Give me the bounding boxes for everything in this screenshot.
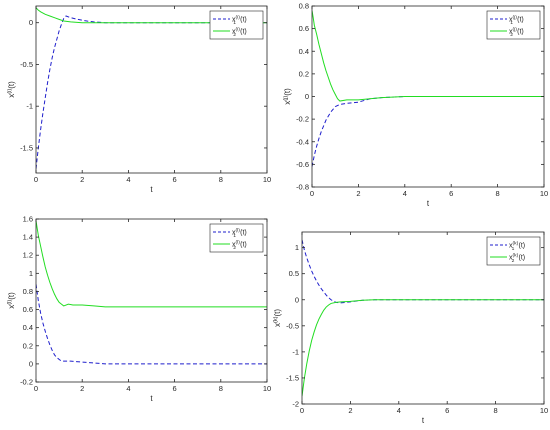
x-tick-label: 4	[403, 189, 407, 198]
legend: x(l) 1 (t)x(l) 2 (t)	[209, 223, 264, 253]
y-tick-label: 1	[29, 269, 33, 278]
y-tick-label: -0.4	[296, 137, 309, 146]
x-axis-label: t	[422, 416, 425, 425]
plot-frame	[35, 218, 268, 383]
series-line-x1	[36, 284, 267, 365]
series-line-x2	[36, 7, 267, 24]
x-tick-label: 0	[310, 189, 314, 198]
x-tick-label: 4	[126, 175, 130, 184]
y-tick-label: -0.6	[296, 160, 309, 169]
y-tick-label: 0.8	[23, 287, 33, 296]
x-tick-label: 6	[173, 384, 177, 393]
x-tick-label: 10	[540, 189, 548, 198]
y-tick-label: 0.6	[299, 24, 309, 33]
y-tick-label: 0.4	[23, 323, 33, 332]
x-tick-label: 2	[348, 406, 352, 415]
y-tick-label: 1	[295, 243, 299, 252]
series-line-x1	[36, 15, 267, 169]
x-axis-label: t	[150, 394, 153, 403]
legend-label-x2: x(i) 2 (t)	[232, 27, 247, 38]
x-tick-label: 8	[219, 384, 223, 393]
y-tick-label: -0.2	[20, 378, 33, 387]
y-tick-label: 0.2	[23, 341, 33, 350]
series-line-x2	[36, 220, 267, 308]
legend-box	[209, 223, 264, 253]
x-tick-label: 8	[496, 189, 500, 198]
x-axis-label: t	[427, 199, 430, 208]
x-tick-label: 6	[173, 175, 177, 184]
y-tick-label: 0	[29, 18, 33, 27]
y-tick-label: 0.2	[299, 69, 309, 78]
y-tick-label: -1	[26, 102, 33, 111]
y-tick-label: -0.5	[20, 60, 33, 69]
y-tick-label: 1.4	[23, 233, 33, 242]
legend: x(k) 1 (t)x(k) 2 (t)	[486, 236, 541, 266]
series-line-x2	[312, 10, 544, 102]
x-tick-label: 0	[34, 384, 38, 393]
x-tick-label: 6	[445, 406, 449, 415]
x-tick-label: 4	[397, 406, 401, 415]
y-tick-label: -0.5	[286, 321, 299, 330]
x-tick-label: 6	[449, 189, 453, 198]
legend-label-x1: x(i) 1 (t)	[232, 15, 247, 26]
x-tick-label: 2	[356, 189, 360, 198]
legend: x(i) 1 (t)x(i) 2 (t)	[209, 10, 264, 40]
series-line-x1	[312, 96, 544, 167]
legend-box	[486, 236, 541, 266]
y-tick-label: -1.5	[286, 373, 299, 382]
chart-panel-4: 0 2 4 6 8 10 -2 -1.5 -1 -0.5 0 0.5 1 t x(k)(t) x(k) 1 (t)…	[273, 231, 548, 425]
y-tick-label: 0.5	[289, 269, 299, 278]
y-tick-label: 0	[295, 295, 299, 304]
y-axis-label: x(l)(t)	[7, 292, 16, 309]
y-tick-label: 0.8	[299, 2, 309, 11]
x-tick-label: 10	[263, 384, 271, 393]
legend-box	[486, 10, 541, 40]
legend-label-x1: x(l) 1 (t)	[232, 228, 247, 239]
y-tick-label: -1	[292, 347, 299, 356]
plot-frame	[301, 231, 545, 405]
chart-panel-3: 0 2 4 6 8 10-0.200.20.40.60.811.21.41.6tx(l)(…	[7, 215, 271, 404]
y-tick-label: -2	[292, 400, 299, 409]
chart-panel-2: 0 2 4 6 8 10 -0.8 -0.6 -0.4 -0.2 0 0.2 0.4 0.6 0.8 t x(j…	[283, 2, 548, 209]
x-tick-label: 8	[494, 406, 498, 415]
y-tick-label: -1.5	[20, 143, 33, 152]
legend-box	[209, 10, 264, 40]
legend-label-x2: x(k) 2 (t)	[509, 253, 525, 264]
x-axis-label: t	[150, 185, 153, 194]
x-tick-label: 8	[219, 175, 223, 184]
legend-label-x2: x(l) 2 (t)	[232, 240, 247, 251]
y-axis-label: x(j)(t)	[283, 88, 292, 105]
x-tick-label: 2	[80, 175, 84, 184]
x-tick-label: 0	[300, 406, 304, 415]
x-tick-label: 10	[263, 175, 271, 184]
series-line-x2	[302, 299, 544, 397]
legend-label-x2: x(j) 2 (t)	[509, 27, 524, 38]
x-tick-label: 10	[540, 406, 548, 415]
y-axis-label: x(i)(t)	[7, 81, 16, 98]
y-tick-label: 0.6	[23, 305, 33, 314]
y-tick-label: 0	[29, 359, 33, 368]
legend: x(j) 1 (t)x(j) 2 (t)	[486, 10, 541, 40]
chart-panel-1: 0 2 4 6 8 10 -1.5 -1 -0.5 0 t x(i)(t) x(i) 1 (t)x(i) 2(…	[7, 5, 271, 194]
x-tick-label: 0	[34, 175, 38, 184]
y-tick-label: -0.8	[296, 183, 309, 192]
legend-label-x1: x(j) 1 (t)	[509, 15, 524, 26]
x-tick-label: 2	[80, 384, 84, 393]
plot-frame	[35, 5, 268, 174]
y-tick-label: 1.2	[23, 251, 33, 260]
y-tick-label: 0.4	[299, 47, 309, 56]
y-axis-label: x(k)(t)	[273, 309, 282, 327]
y-tick-label: -0.2	[296, 115, 309, 124]
y-tick-label: 1.6	[23, 215, 33, 224]
y-tick-label: 0	[305, 92, 309, 101]
x-tick-label: 4	[126, 384, 130, 393]
legend-label-x1: x(k) 1 (t)	[509, 241, 525, 252]
